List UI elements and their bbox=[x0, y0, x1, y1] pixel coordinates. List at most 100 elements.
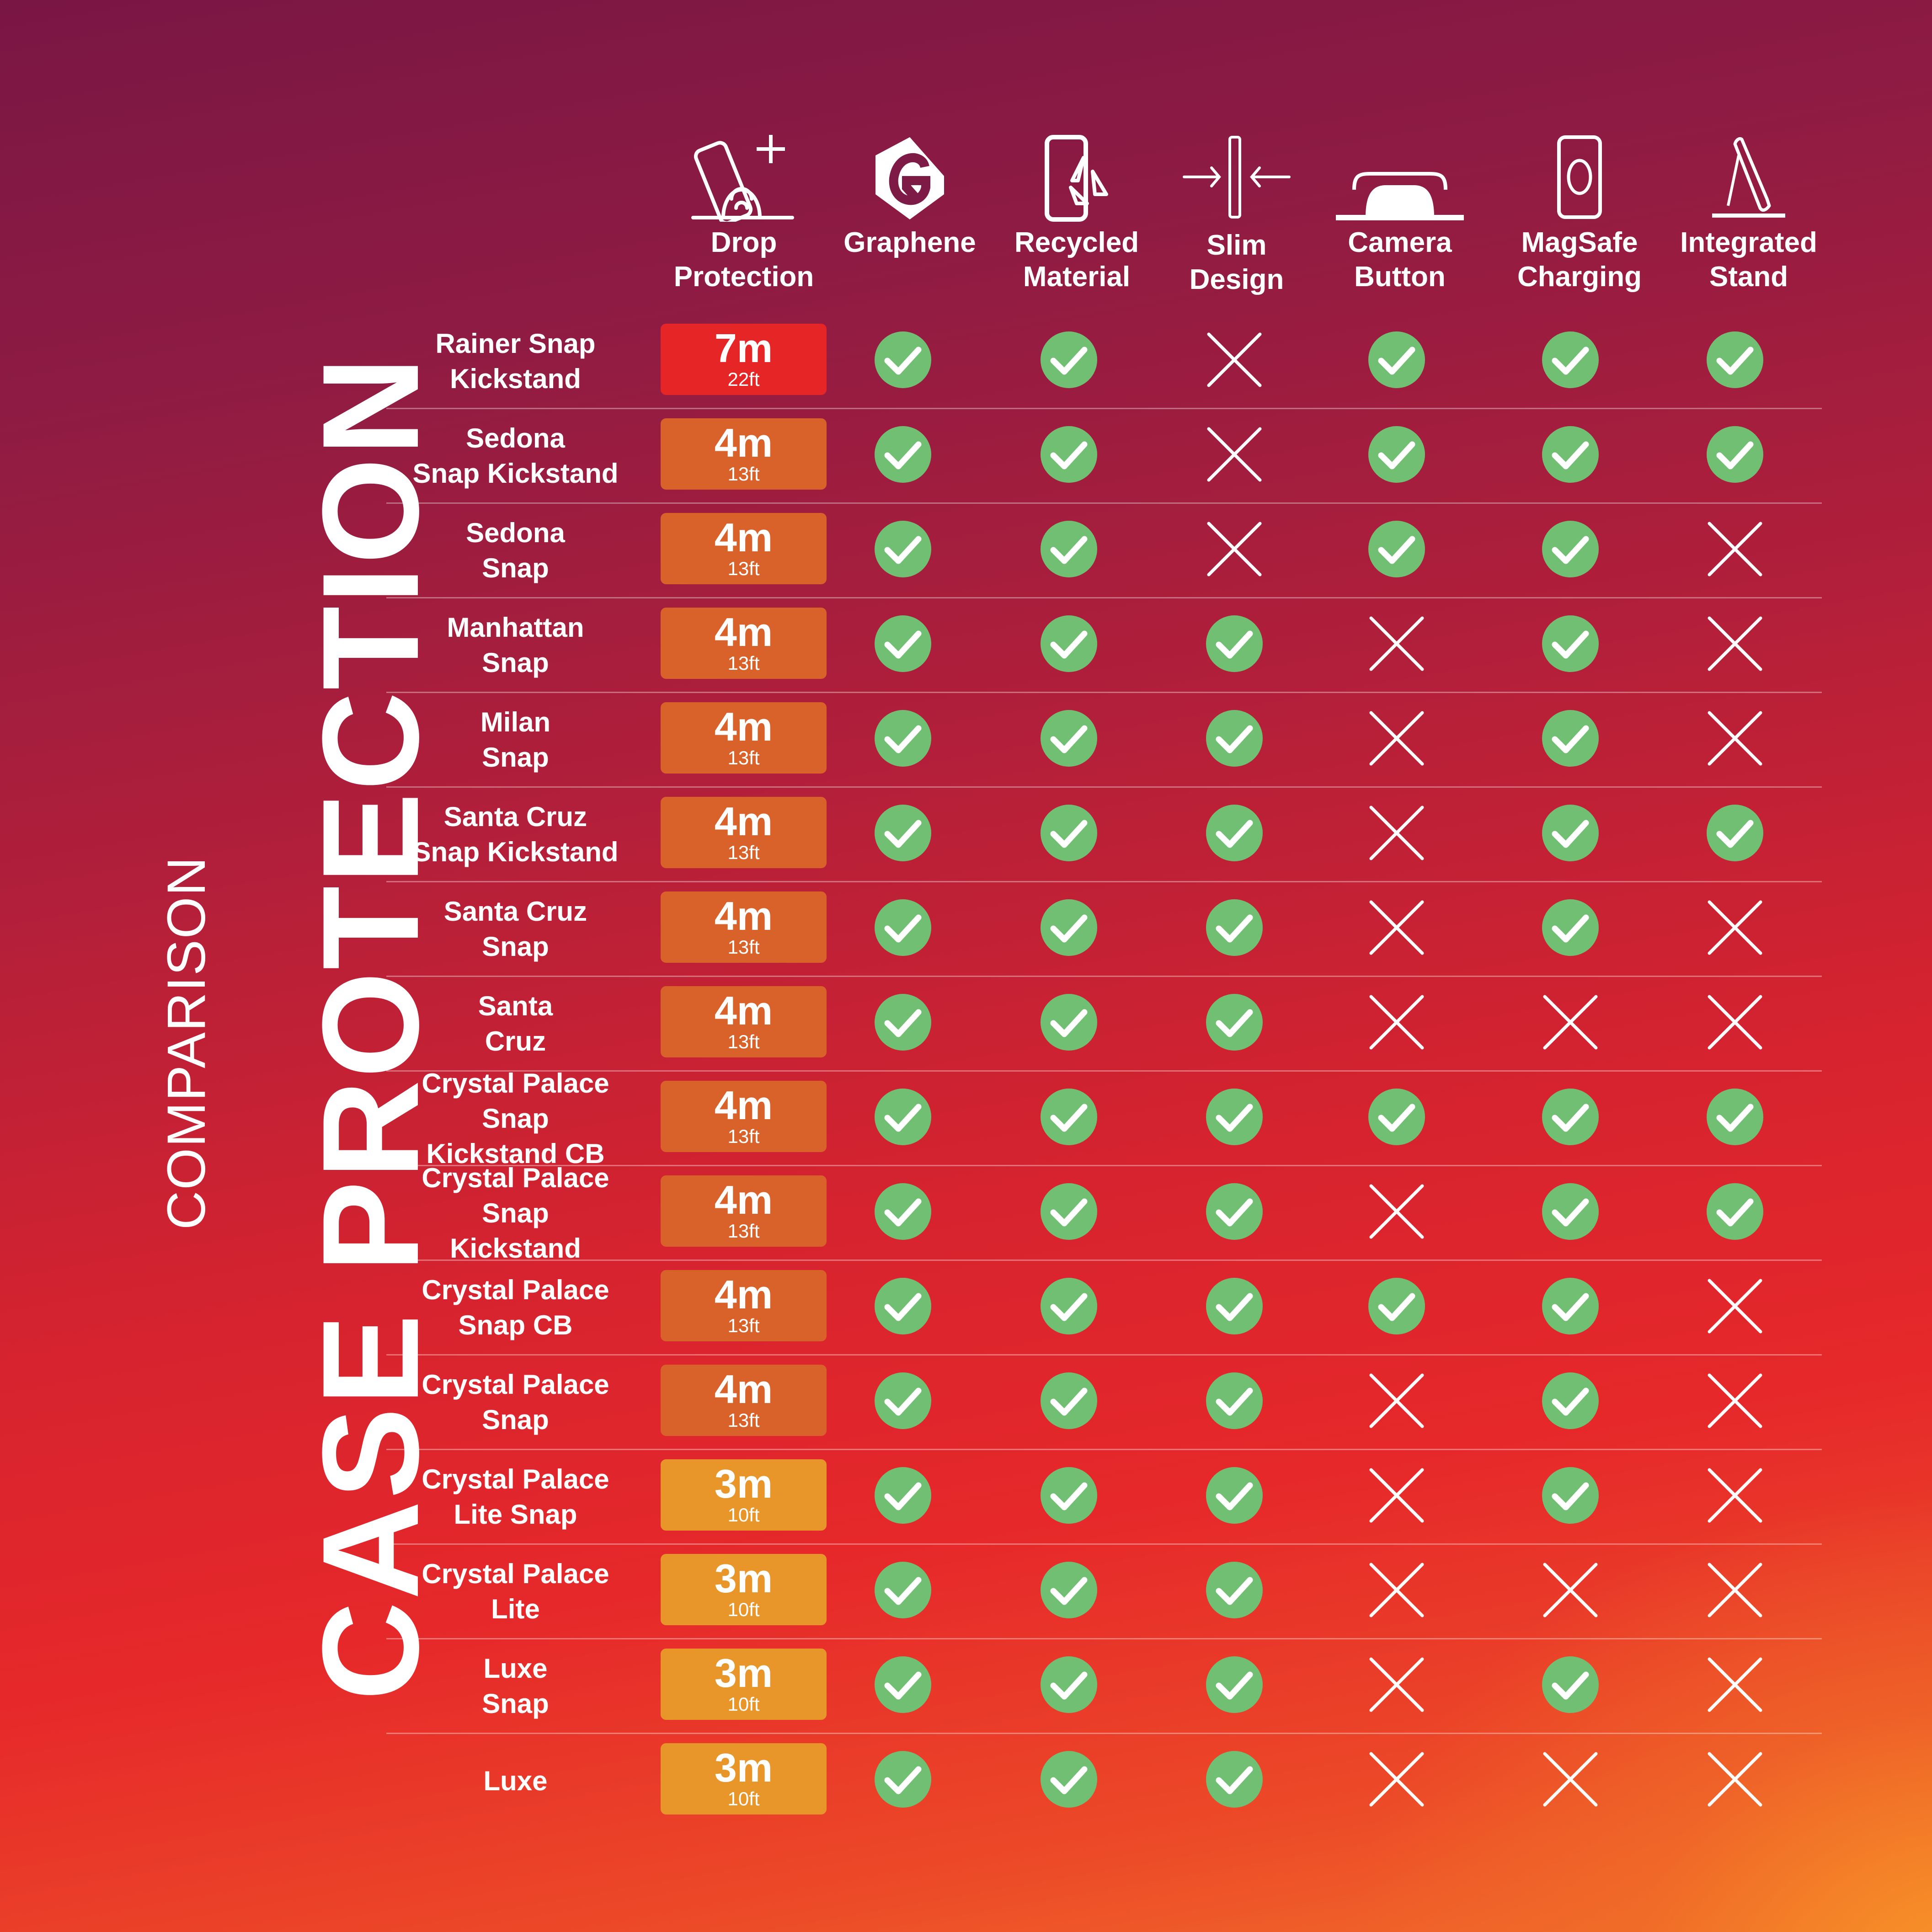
check-icon-slim-design bbox=[1205, 803, 1264, 863]
table-row: Luxe Snap 3m 10ft bbox=[386, 1639, 1822, 1734]
header-label: Integrated bbox=[1680, 227, 1817, 258]
drop-rating-badge: 3m 10ft bbox=[661, 1649, 827, 1720]
integrated-stand-icon bbox=[1712, 137, 1785, 218]
table-row: Sedona Snap 4m 13ft bbox=[386, 504, 1822, 598]
table-row: Santa Cruz 4m 13ft bbox=[386, 977, 1822, 1072]
check-icon-magsafe-charging bbox=[1541, 1371, 1600, 1430]
drop-meters: 4m bbox=[714, 799, 773, 844]
product-name-line1: Santa bbox=[478, 991, 553, 1021]
drop-meters: 4m bbox=[714, 420, 773, 465]
check-icon-slim-design bbox=[1205, 614, 1264, 673]
check-icon-recycled-material bbox=[1039, 1087, 1099, 1147]
check-icon-slim-design bbox=[1205, 898, 1264, 957]
check-icon-magsafe-charging bbox=[1541, 330, 1600, 390]
check-icon-recycled-material bbox=[1039, 614, 1099, 673]
cross-icon-camera-button bbox=[1367, 1560, 1426, 1620]
header-label: MagSafe bbox=[1521, 227, 1638, 258]
check-icon-recycled-material bbox=[1039, 1276, 1099, 1336]
check-icon-slim-design bbox=[1205, 1182, 1264, 1241]
check-icon-magsafe-charging bbox=[1541, 803, 1600, 863]
drop-meters: 4m bbox=[714, 1366, 773, 1412]
product-name: Crystal Palace Snap Kickstand bbox=[386, 1163, 645, 1264]
drop-rating-badge: 4m 13ft bbox=[661, 608, 827, 679]
product-name-line1: Crystal Palace Snap bbox=[422, 1162, 609, 1228]
drop-feet: 13ft bbox=[727, 1126, 760, 1147]
title-eyebrow: COMPARISON bbox=[156, 856, 217, 1230]
product-name-line1: Crystal Palace Snap bbox=[422, 1067, 609, 1134]
cross-icon-camera-button bbox=[1367, 993, 1426, 1052]
check-icon-integrated-stand bbox=[1705, 425, 1765, 484]
check-icon-graphene bbox=[873, 330, 933, 390]
comparison-table: Rainer Snap Kickstand 7m 22ft Sedona Snap … bbox=[386, 315, 1822, 1827]
header-label: Design bbox=[1189, 264, 1284, 295]
product-name: Crystal Palace Snap bbox=[386, 1356, 645, 1449]
check-icon-graphene bbox=[873, 1371, 933, 1430]
table-row: Luxe 3m 10ft bbox=[386, 1734, 1822, 1827]
check-icon-graphene bbox=[873, 519, 933, 579]
check-icon-camera-button bbox=[1367, 519, 1426, 579]
product-name-line1: Milan bbox=[480, 707, 551, 737]
check-icon-slim-design bbox=[1205, 1087, 1264, 1147]
product-name-line1: Crystal Palace bbox=[422, 1369, 609, 1400]
drop-feet: 13ft bbox=[727, 936, 760, 958]
header-label: Recycled bbox=[1014, 227, 1139, 258]
check-icon-recycled-material bbox=[1039, 1466, 1099, 1525]
check-icon-camera-button bbox=[1367, 330, 1426, 390]
header-label: Material bbox=[1023, 261, 1131, 293]
check-icon-graphene bbox=[873, 1466, 933, 1525]
drop-feet: 13ft bbox=[727, 747, 760, 769]
product-name-line2: Snap bbox=[482, 931, 549, 962]
product-name: Milan Snap bbox=[386, 693, 645, 786]
drop-rating-badge: 4m 13ft bbox=[661, 891, 827, 963]
check-icon-magsafe-charging bbox=[1541, 1182, 1600, 1241]
check-icon-slim-design bbox=[1205, 709, 1264, 768]
cross-icon-integrated-stand bbox=[1705, 614, 1765, 673]
cross-icon-integrated-stand bbox=[1705, 1560, 1765, 1620]
recycled-material-icon bbox=[1045, 135, 1108, 222]
table-row: Sedona Snap Kickstand 4m 13ft bbox=[386, 409, 1822, 504]
cross-icon-camera-button bbox=[1367, 614, 1426, 673]
product-name-line2: Snap bbox=[482, 1688, 549, 1719]
table-row: Milan Snap 4m 13ft bbox=[386, 693, 1822, 788]
table-row: Crystal Palace Lite Snap 3m 10ft bbox=[386, 1450, 1822, 1545]
table-row: Crystal Palace Snap Kickstand 4m 13ft bbox=[386, 1163, 1822, 1264]
cross-icon-camera-button bbox=[1367, 1750, 1426, 1809]
check-icon-magsafe-charging bbox=[1541, 1466, 1600, 1525]
product-name-line1: Luxe bbox=[483, 1765, 548, 1796]
check-icon-magsafe-charging bbox=[1541, 898, 1600, 957]
header-graphene: Graphene bbox=[834, 133, 985, 260]
product-name: Luxe bbox=[386, 1734, 645, 1827]
drop-protection-icon bbox=[691, 135, 794, 222]
drop-feet: 10ft bbox=[727, 1693, 760, 1715]
table-row: Crystal Palace Lite 3m 10ft bbox=[386, 1545, 1822, 1639]
drop-rating-badge: 7m 22ft bbox=[661, 324, 827, 395]
cross-icon-magsafe-charging bbox=[1541, 993, 1600, 1052]
product-name-line2: Snap CB bbox=[458, 1310, 573, 1340]
drop-feet: 22ft bbox=[727, 368, 760, 390]
cross-icon-camera-button bbox=[1367, 1182, 1426, 1241]
check-icon-graphene bbox=[873, 1276, 933, 1336]
product-name: Crystal Palace Snap CB bbox=[386, 1261, 645, 1354]
check-icon-recycled-material bbox=[1039, 1182, 1099, 1241]
cross-icon-camera-button bbox=[1367, 803, 1426, 863]
drop-meters: 3m bbox=[714, 1650, 773, 1696]
drop-meters: 7m bbox=[714, 326, 773, 371]
check-icon-slim-design bbox=[1205, 1655, 1264, 1714]
drop-meters: 4m bbox=[714, 515, 773, 560]
cross-icon-camera-button bbox=[1367, 898, 1426, 957]
drop-meters: 3m bbox=[714, 1745, 773, 1790]
header-integrated-stand: Integrated Stand bbox=[1673, 133, 1824, 294]
cross-icon-integrated-stand bbox=[1705, 1750, 1765, 1809]
product-name-line1: Manhattan bbox=[447, 612, 584, 643]
drop-rating-badge: 3m 10ft bbox=[661, 1459, 827, 1531]
check-icon-recycled-material bbox=[1039, 709, 1099, 768]
table-row: Crystal Palace Snap Kickstand CB 4m 13ft bbox=[386, 1068, 1822, 1169]
product-name-line1: Santa Cruz bbox=[443, 801, 587, 832]
check-icon-recycled-material bbox=[1039, 803, 1099, 863]
header-recycled-material: Recycled Material bbox=[1001, 133, 1152, 294]
drop-rating-badge: 4m 13ft bbox=[661, 797, 827, 868]
check-icon-slim-design bbox=[1205, 1750, 1264, 1809]
check-icon-graphene bbox=[873, 898, 933, 957]
drop-meters: 3m bbox=[714, 1461, 773, 1506]
product-name: Luxe Snap bbox=[386, 1639, 645, 1733]
